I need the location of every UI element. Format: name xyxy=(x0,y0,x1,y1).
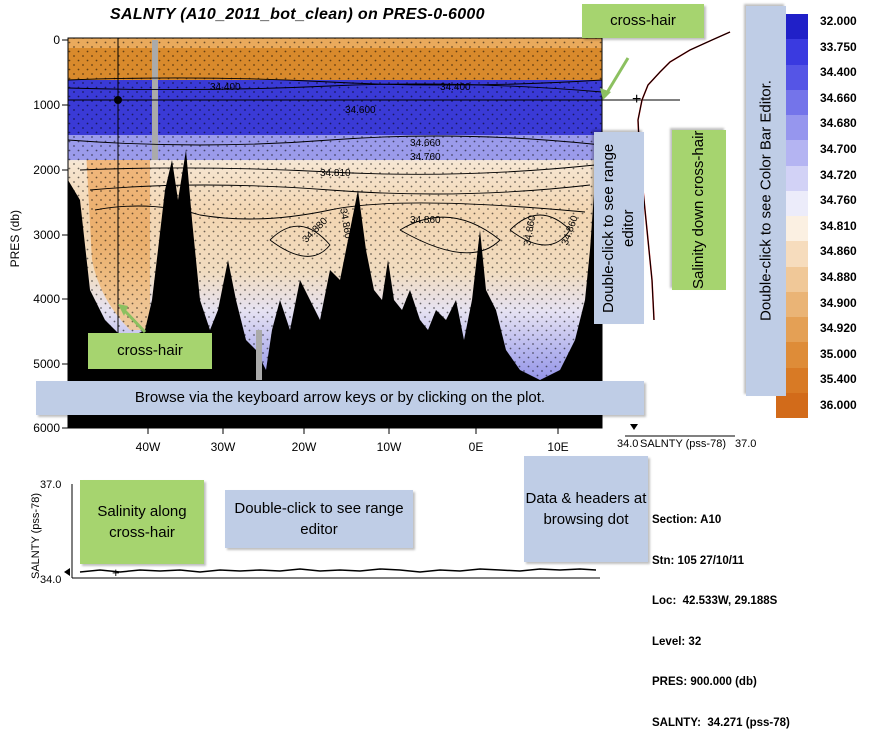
plot-title: SALNTY (A10_2011_bot_clean) on PRES-0-60… xyxy=(110,6,485,23)
y-tick-label: 3000 xyxy=(33,228,60,242)
along-line xyxy=(79,568,597,573)
color-bar-editor-hint: Double-click to see Color Bar Editor. xyxy=(746,6,786,396)
contour-label: 34.400 xyxy=(210,82,241,93)
profile-x-max: 37.0 xyxy=(735,438,757,450)
browsing-dot[interactable] xyxy=(114,96,122,104)
profile-x-label: SALNTY (pss-78) xyxy=(640,438,726,450)
x-tick-label: 0E xyxy=(468,440,484,454)
data-headers-callout: Data & headers at browsing dot xyxy=(524,456,648,562)
x-tick-label: 30W xyxy=(210,440,236,454)
color-bar-label: 34.680 xyxy=(820,116,857,131)
color-bar-label: 34.860 xyxy=(820,244,857,259)
profile-crosshair-mark: + xyxy=(632,91,641,108)
y-tick-label: 2000 xyxy=(33,163,60,177)
color-bar-label: 34.700 xyxy=(820,142,857,156)
x-tick-label: 10E xyxy=(547,440,569,454)
along-marker xyxy=(64,568,70,576)
callout-arrow xyxy=(120,306,147,334)
along-crosshair-mark: + xyxy=(112,565,120,580)
y-tick-label: 5000 xyxy=(33,357,60,371)
callout-arrowhead xyxy=(600,88,611,100)
contour-label: 34.400 xyxy=(440,82,471,93)
color-bar-swatch[interactable] xyxy=(776,392,808,418)
y-tick-label: 1000 xyxy=(33,98,60,112)
along-y-min: 34.0 xyxy=(40,574,62,586)
contour-label: 34.660 xyxy=(410,138,441,149)
callout-arrowhead xyxy=(118,304,128,316)
contour-label: 34.760 xyxy=(410,152,441,163)
range-editor-hint-right: Double-click to see range editor xyxy=(594,132,644,324)
profile-marker xyxy=(630,424,638,430)
y-tick-label: 0 xyxy=(53,33,60,47)
info-pres: PRES: 900.000 (db) xyxy=(652,676,757,688)
color-bar-label: 33.750 xyxy=(820,39,857,54)
color-bar-label: 34.900 xyxy=(820,295,857,310)
along-y-max: 37.0 xyxy=(40,479,62,491)
color-bar-label: 34.720 xyxy=(820,167,857,182)
x-tick-label: 10W xyxy=(376,440,402,454)
color-bar-label: 36.000 xyxy=(820,398,857,412)
profile-line-dark xyxy=(637,31,731,321)
color-bar-label: 34.660 xyxy=(820,90,857,105)
profile-plot[interactable]: + xyxy=(625,31,735,437)
info-salnty: SALNTY: 34.271 (pss-78) xyxy=(652,716,790,729)
y-tick-label: 4000 xyxy=(33,292,60,306)
color-bar-label: 35.000 xyxy=(820,346,857,361)
x-tick-label: 40W xyxy=(135,440,161,454)
color-bar-label: 34.760 xyxy=(820,193,857,208)
x-axis-ticks xyxy=(147,428,559,434)
info-station: Stn: 105 27/10/11 xyxy=(652,554,745,567)
missing-data-bar xyxy=(256,330,262,380)
y-axis-ticks xyxy=(62,39,68,429)
profile-x-min: 34.0 xyxy=(617,438,639,450)
crosshair-callout-bottom: cross-hair xyxy=(88,333,212,369)
contour-label: 34.810 xyxy=(320,168,351,179)
info-section: Section: A10 xyxy=(652,514,722,526)
salinity-down-callout: Salinity down cross-hair xyxy=(672,130,726,290)
contour-label: 34.860 xyxy=(410,215,441,226)
browse-instructions: Browse via the keyboard arrow keys or by… xyxy=(36,381,644,415)
color-bar-label: 34.880 xyxy=(820,270,857,284)
crosshair-callout-top: cross-hair xyxy=(582,4,704,38)
along-plot[interactable]: + xyxy=(64,484,600,580)
range-editor-hint-bottom: Double-click to see range editor xyxy=(225,490,413,548)
color-bar-label: 32.000 xyxy=(820,14,857,28)
contour-lines xyxy=(67,77,603,257)
color-bar-label: 34.920 xyxy=(820,321,857,336)
color-bar-label: 34.810 xyxy=(820,218,857,233)
color-bar-label: 35.400 xyxy=(820,372,857,387)
y-tick-label: 6000 xyxy=(33,421,60,435)
salinity-along-callout: Salinity along cross-hair xyxy=(80,480,204,564)
x-tick-label: 20W xyxy=(291,440,317,454)
contour-label: 34.600 xyxy=(345,105,376,116)
callout-arrow xyxy=(603,57,630,97)
info-level: Level: 32 xyxy=(652,635,702,648)
along-y-label: SALNTY (pss-78) xyxy=(30,493,42,579)
color-bar-label: 34.400 xyxy=(820,65,857,80)
station-info: Section: A10 Stn: 105 27/10/11 Loc: 42.5… xyxy=(652,487,790,744)
